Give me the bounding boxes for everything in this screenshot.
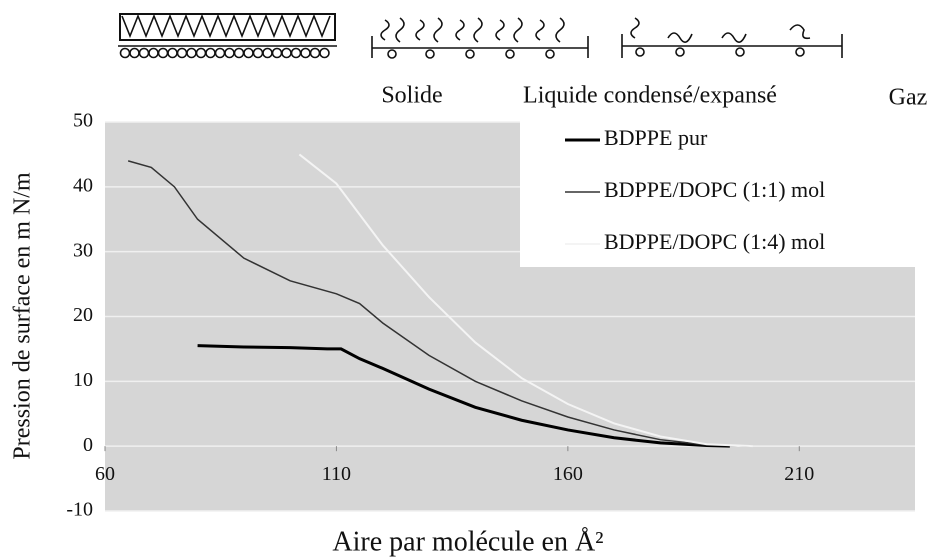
- x-tick-label: 210: [784, 463, 814, 485]
- y-tick-label: 20: [73, 304, 93, 326]
- legend-label: BDPPE/DOPC (1:4) mol: [604, 229, 825, 254]
- x-tick-label: 110: [322, 463, 351, 485]
- chart: Solide Liquide condensé/expansé Gaz Aire…: [0, 0, 936, 560]
- y-tick-label: 0: [83, 434, 93, 456]
- legend-label: BDPPE/DOPC (1:1) mol: [604, 177, 825, 202]
- y-tick-label: 40: [73, 174, 93, 196]
- phase-label: Solide: [381, 83, 442, 109]
- phase-label: Liquide condensé/expansé: [523, 83, 777, 109]
- x-tick-label: 160: [553, 463, 583, 485]
- y-tick-label: 30: [73, 239, 93, 261]
- y-tick-label: 10: [73, 369, 93, 391]
- legend-label: BDPPE pur: [604, 125, 708, 150]
- x-tick-label: 60: [95, 463, 115, 485]
- x-axis-label: Aire par molécule en Å²: [332, 526, 603, 557]
- y-tick-label: -10: [66, 499, 93, 521]
- y-axis-label: Pression de surface en m N/m: [10, 172, 36, 460]
- phase-schematics: [118, 14, 842, 58]
- y-tick-label: 50: [73, 110, 93, 132]
- phase-label: Gaz: [889, 85, 928, 111]
